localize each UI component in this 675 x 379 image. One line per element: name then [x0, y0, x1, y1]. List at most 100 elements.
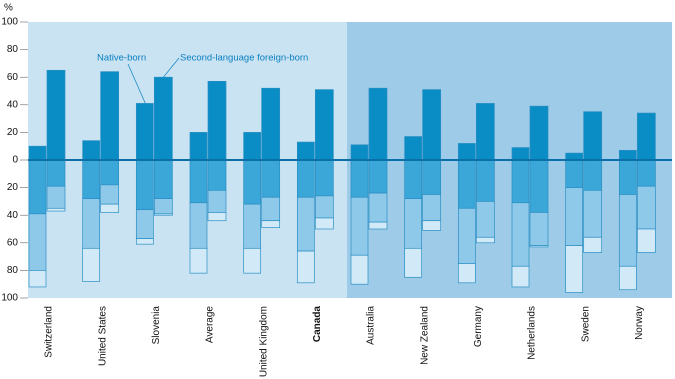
- bar-segment: [565, 159, 584, 188]
- y-tick-label: 40: [7, 99, 19, 110]
- annotation-leader: [163, 57, 180, 78]
- bar-segment: [475, 201, 495, 238]
- bar-segment: [529, 245, 549, 248]
- bar-segment: [618, 265, 637, 291]
- bar-segment: [583, 190, 603, 238]
- bar-segment: [457, 159, 476, 209]
- y-tick-label: 100: [1, 293, 18, 304]
- bar-segment: [243, 159, 262, 205]
- y-tick-label: 60: [7, 72, 19, 83]
- bar-segment: [457, 263, 476, 284]
- x-tick-label: Australia: [366, 306, 377, 345]
- bar-segment: [314, 217, 334, 230]
- bar-segment: [82, 198, 101, 249]
- bar-segment: [243, 247, 262, 274]
- bar-segment: [314, 89, 334, 161]
- bar-segment: [368, 87, 388, 161]
- bar-segment: [618, 149, 637, 161]
- y-tick-label: 80: [7, 44, 19, 55]
- bar-segment: [207, 212, 227, 222]
- bar-segment: [135, 159, 154, 211]
- bar-segment: [511, 265, 530, 288]
- bar-segment: [618, 194, 637, 267]
- bar-segment: [511, 159, 530, 204]
- bar-segment: [28, 159, 47, 215]
- bar-segment: [475, 236, 495, 244]
- bar-segment: [46, 207, 66, 212]
- bar-segment: [457, 207, 476, 264]
- bar-segment: [153, 198, 173, 215]
- bar-segment: [404, 136, 423, 161]
- bar-segment: [153, 159, 173, 199]
- bar-segment: [368, 192, 388, 223]
- bar-segment: [404, 198, 423, 249]
- bar-segment: [82, 247, 101, 282]
- bar-segment: [100, 184, 120, 205]
- bar-segment: [314, 159, 334, 197]
- x-tick-label: United States: [97, 306, 108, 366]
- y-tick-label: 20: [7, 127, 19, 138]
- bar-segment: [296, 141, 315, 161]
- bar-segment: [583, 159, 603, 191]
- bar-segment: [28, 270, 47, 288]
- x-tick-label: Canada: [312, 306, 323, 343]
- annotation: Second-language foreign-born: [180, 53, 308, 64]
- bar-segment: [529, 159, 549, 213]
- x-tick-label: United Kingdom: [258, 306, 269, 377]
- bar-segment: [404, 159, 423, 199]
- bar-segment: [422, 89, 442, 161]
- y-tick-label: 20: [7, 182, 19, 193]
- bar-segment: [135, 238, 154, 245]
- bar-segment: [296, 196, 315, 252]
- bar-segment: [207, 80, 227, 161]
- bar-segment: [261, 220, 281, 228]
- annotation: Native-born: [97, 53, 146, 64]
- bar-segment: [82, 140, 101, 161]
- x-tick-label: New Zealand: [419, 306, 430, 365]
- bar-segment: [189, 132, 208, 161]
- bar-segment: [583, 111, 603, 161]
- bar-segment: [565, 152, 584, 161]
- bar-segment: [135, 209, 154, 240]
- bar-segment: [636, 228, 656, 253]
- bar-segment: [475, 159, 495, 202]
- bar-segment: [618, 159, 637, 195]
- bar-segment: [207, 159, 227, 191]
- bar-segment: [189, 247, 208, 274]
- bar-segment: [636, 185, 656, 230]
- annotation-leader: [127, 63, 146, 104]
- bar-segment: [350, 254, 369, 285]
- bar-segment: [511, 202, 530, 267]
- bar-segment: [457, 143, 476, 161]
- bar-segment: [46, 185, 66, 209]
- bar-segment: [350, 159, 369, 198]
- bar-segment: [368, 221, 388, 230]
- bar-segment: [189, 202, 208, 249]
- x-tick-label: Norway: [634, 306, 645, 340]
- bar-segment: [207, 190, 227, 213]
- bar-segment: [475, 103, 495, 161]
- bar-segment: [100, 203, 120, 213]
- bar-segment: [189, 159, 208, 204]
- bar-segment: [368, 159, 388, 194]
- bar-segment: [350, 196, 369, 256]
- x-tick-label: Netherlands: [527, 306, 538, 360]
- x-tick-label: Germany: [473, 306, 484, 347]
- bar-segment: [422, 194, 442, 222]
- x-tick-label: Slovenia: [151, 306, 162, 345]
- bar-segment: [46, 69, 66, 161]
- bar-segment: [82, 159, 101, 199]
- bar-segment: [100, 159, 120, 186]
- bar-segment: [404, 247, 423, 278]
- y-axis-label: %: [4, 3, 13, 14]
- bar-segment: [261, 87, 281, 161]
- y-tick-label: 80: [7, 265, 19, 276]
- bar-segment: [261, 196, 281, 222]
- bar-segment: [314, 195, 334, 219]
- bar-segment: [636, 112, 656, 161]
- bar-segment: [153, 213, 173, 216]
- bar-segment: [296, 159, 315, 198]
- bar-segment: [636, 159, 656, 187]
- bar-segment: [583, 236, 603, 253]
